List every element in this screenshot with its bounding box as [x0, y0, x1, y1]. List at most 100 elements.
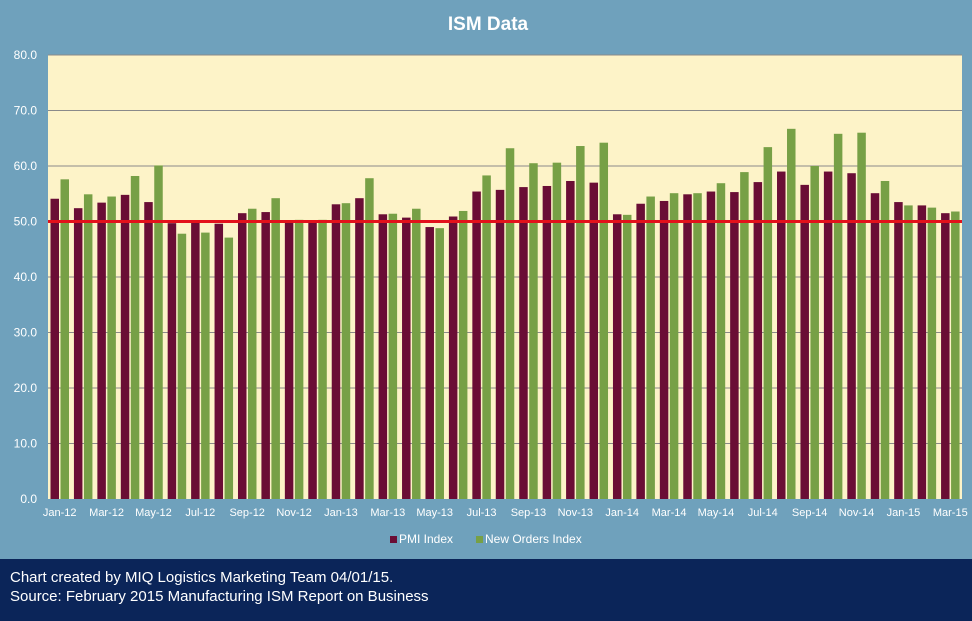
x-tick-label: May-14: [698, 507, 735, 519]
bar-new-orders: [880, 180, 890, 500]
x-tick-label: Sep-12: [229, 507, 264, 519]
y-tick-label: 50.0: [14, 215, 38, 229]
bar-pmi: [706, 191, 716, 499]
bar-pmi: [167, 223, 177, 500]
bar-pmi: [730, 192, 739, 499]
y-tick-label: 0.0: [20, 492, 37, 506]
bar-pmi: [472, 191, 481, 499]
bar-pmi: [120, 194, 130, 500]
bar-new-orders: [927, 207, 937, 499]
y-tick-label: 10.0: [14, 437, 38, 451]
bar-new-orders: [365, 178, 374, 499]
x-tick-label: Jul-12: [185, 507, 215, 519]
bar-pmi: [331, 204, 341, 500]
x-tick-label: Jul-13: [467, 507, 497, 519]
x-tick-label: Jan-12: [43, 507, 77, 519]
x-tick-label: Jan-14: [605, 507, 639, 519]
bar-pmi: [917, 205, 927, 499]
bar-new-orders: [740, 172, 749, 500]
y-tick-label: 30.0: [14, 326, 38, 340]
y-tick-label: 60.0: [14, 159, 38, 173]
bar-new-orders: [107, 196, 116, 499]
bar-new-orders: [318, 219, 327, 499]
bar-new-orders: [763, 147, 773, 499]
footer-credit: Chart created by MIQ Logistics Marketing…: [10, 569, 394, 586]
bar-pmi: [894, 202, 903, 499]
bar-pmi: [495, 189, 505, 500]
bar-new-orders: [388, 213, 398, 500]
bar-new-orders: [904, 205, 913, 499]
bar-new-orders: [552, 162, 562, 500]
bar-pmi: [97, 202, 106, 499]
bar-new-orders: [412, 208, 421, 500]
bar-pmi: [284, 222, 294, 499]
bar-pmi: [355, 198, 364, 499]
bar-pmi: [519, 187, 528, 499]
bar-pmi: [214, 223, 224, 499]
bar-new-orders: [669, 193, 679, 499]
bar-pmi: [73, 208, 83, 499]
bar-new-orders: [576, 146, 585, 499]
bar-pmi: [941, 213, 950, 500]
bar-new-orders: [646, 196, 655, 499]
bar-pmi: [753, 182, 763, 499]
x-tick-label: Jan-15: [887, 507, 921, 519]
bar-new-orders: [83, 194, 93, 499]
legend-label-new-orders: New Orders Index: [485, 532, 582, 546]
bar-new-orders: [951, 211, 960, 499]
bar-new-orders: [693, 193, 702, 499]
chart-title: ISM Data: [448, 14, 529, 35]
bar-pmi: [542, 185, 552, 500]
bars: [50, 128, 960, 500]
bar-new-orders: [529, 163, 538, 499]
bar-new-orders: [716, 183, 726, 499]
legend-swatch-pmi: [390, 536, 397, 543]
bar-pmi: [683, 194, 692, 499]
bar-new-orders: [177, 233, 187, 499]
bar-new-orders: [482, 175, 491, 499]
bar-new-orders: [60, 179, 69, 499]
bar-pmi: [425, 227, 434, 500]
bar-pmi: [636, 203, 645, 500]
chart: ISM Data 0.0 10.0 20.0 30.0 40.0 50.0 60.0 70.0…: [14, 14, 968, 546]
bar-new-orders: [341, 203, 351, 499]
bar-new-orders: [247, 208, 257, 500]
bar-pmi: [191, 222, 200, 500]
x-tick-label: May-12: [135, 507, 172, 519]
x-tick-label: Nov-14: [839, 507, 874, 519]
bar-new-orders: [787, 128, 796, 499]
x-tick-label: Nov-12: [276, 507, 311, 519]
bar-pmi: [823, 171, 833, 500]
bar-new-orders: [154, 165, 163, 499]
bar-pmi: [448, 216, 458, 499]
bar-pmi: [261, 212, 270, 499]
x-tick-label: May-13: [416, 507, 453, 519]
bar-pmi: [237, 213, 247, 500]
bar-pmi: [566, 180, 575, 500]
x-tick-label: Sep-13: [511, 507, 546, 519]
bar-pmi: [378, 214, 388, 499]
x-tick-label: Jul-14: [748, 507, 778, 519]
x-tick-label: Jan-13: [324, 507, 358, 519]
bar-pmi: [777, 171, 786, 500]
bar-new-orders: [435, 228, 444, 499]
bar-pmi: [50, 198, 59, 499]
gridlines: [48, 54, 962, 444]
x-tick-label: Mar-14: [652, 507, 687, 519]
x-tick-label: Mar-15: [933, 507, 968, 519]
bar-pmi: [589, 182, 599, 499]
bar-pmi: [612, 214, 622, 499]
bar-pmi: [870, 193, 880, 499]
legend-label-pmi: PMI Index: [399, 532, 453, 546]
bar-new-orders: [857, 132, 866, 499]
bar-pmi: [144, 202, 153, 499]
bar-pmi: [659, 200, 669, 499]
bar-new-orders: [294, 219, 304, 499]
bar-new-orders: [224, 237, 234, 499]
y-tick-label: 80.0: [14, 48, 38, 62]
bar-new-orders: [810, 166, 819, 499]
x-tick-label: Nov-13: [558, 507, 593, 519]
bar-new-orders: [599, 142, 609, 499]
x-tick-label: Sep-14: [792, 507, 827, 519]
bar-new-orders: [271, 198, 280, 499]
